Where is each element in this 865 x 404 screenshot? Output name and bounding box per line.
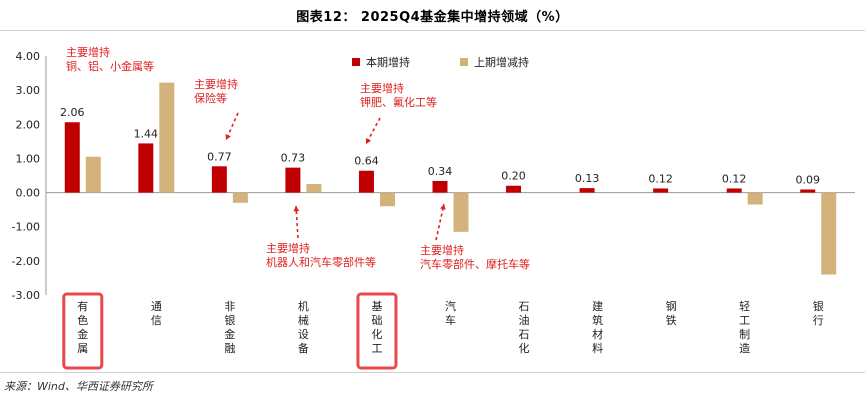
data-label: 0.77 — [207, 150, 232, 163]
y-tick-label: 3.00 — [16, 84, 41, 97]
bar-current-period — [653, 188, 669, 193]
data-label: 0.34 — [428, 165, 453, 178]
data-label: 0.73 — [281, 152, 306, 165]
bar-previous-period — [747, 192, 763, 205]
annotation-arrowhead — [293, 206, 300, 212]
legend-label: 本期增持 — [366, 55, 410, 69]
title-divider — [0, 30, 865, 31]
x-category-label: 汽车 — [445, 299, 456, 327]
bar-current-period — [211, 166, 227, 193]
annotation-text: 机器人和汽车零部件等 — [266, 255, 376, 269]
x-category-label: 通信 — [151, 300, 162, 327]
x-category-label: 基础化工 — [371, 300, 382, 355]
bar-previous-period — [232, 192, 248, 203]
bar-current-period — [726, 188, 742, 193]
annotation-arrowhead — [365, 138, 372, 144]
y-tick-label: 2.00 — [16, 118, 41, 131]
annotation-arrowhead — [225, 134, 231, 140]
legend-swatch-current — [352, 58, 360, 66]
bar-previous-period — [821, 192, 837, 275]
bar-current-period — [64, 122, 80, 193]
x-category-label: 有色金属 — [77, 299, 88, 355]
bar-previous-period — [306, 184, 322, 193]
bar-current-period — [138, 143, 154, 193]
bar-previous-period — [159, 82, 175, 193]
y-tick-label: 1.00 — [16, 152, 41, 165]
y-tick-label: -1.00 — [12, 221, 40, 234]
annotation-arrow — [435, 203, 445, 241]
data-label: 0.12 — [722, 172, 747, 185]
data-label: 0.64 — [354, 155, 379, 168]
data-label: 0.13 — [575, 172, 600, 185]
annotation-text: 主要增持 — [360, 81, 404, 95]
chart-title: 图表12： 2025Q4基金集中增持领域（%） — [296, 10, 569, 25]
bar-previous-period — [379, 192, 395, 207]
source-divider — [0, 372, 865, 373]
bar-current-period — [506, 185, 522, 193]
x-category-label: 机械设备 — [298, 299, 309, 355]
y-tick-label: 4.00 — [16, 50, 41, 63]
source-note: 来源：Wind、华西证券研究所 — [4, 380, 153, 393]
annotation-text: 主要增持 — [420, 243, 464, 257]
annotation-text: 保险等 — [194, 91, 227, 105]
annotation-text: 汽车零部件、摩托车等 — [420, 257, 530, 271]
bar-current-period — [800, 189, 816, 193]
bar-previous-period — [453, 192, 469, 232]
legend-label: 上期增减持 — [474, 55, 529, 69]
bar-current-period — [432, 180, 448, 193]
annotation-text: 铜、铝、小金属等 — [66, 59, 154, 73]
annotation-arrow — [295, 205, 299, 239]
data-label: 0.09 — [795, 173, 820, 186]
data-label: 2.06 — [60, 106, 85, 119]
data-label: 0.12 — [648, 172, 673, 185]
x-category-label: 轻工制造 — [739, 299, 750, 355]
data-label: 0.20 — [501, 170, 526, 183]
x-category-label: 钢铁 — [666, 300, 677, 327]
annotation-text: 主要增持 — [266, 241, 310, 255]
x-category-label: 石油石化 — [519, 300, 530, 355]
x-category-label: 非银金融 — [224, 300, 235, 355]
data-label: 1.44 — [134, 127, 159, 140]
annotation-text: 主要增持 — [66, 45, 110, 59]
bar-previous-period — [85, 156, 101, 193]
y-tick-label: -2.00 — [12, 255, 40, 268]
annotation-text: 主要增持 — [194, 77, 238, 91]
legend-swatch-previous — [460, 58, 468, 66]
bar-current-period — [579, 188, 595, 193]
y-tick-label: -3.00 — [12, 289, 40, 302]
x-category-label: 银行 — [813, 299, 824, 327]
annotation-arrowhead — [440, 204, 446, 210]
x-category-label: 建筑材料 — [592, 299, 603, 355]
highlight-box — [62, 292, 104, 370]
bar-current-period — [358, 170, 374, 193]
y-tick-label: 0.00 — [16, 187, 41, 200]
highlight-box — [356, 292, 398, 370]
bar-chart: 4.00 3.00 2.00 1.00 0.00 -1.00 -2.00 -3.00 2.06 1… — [12, 45, 855, 370]
annotation-text: 钾肥、氟化工等 — [360, 95, 437, 109]
bar-current-period — [285, 167, 301, 193]
